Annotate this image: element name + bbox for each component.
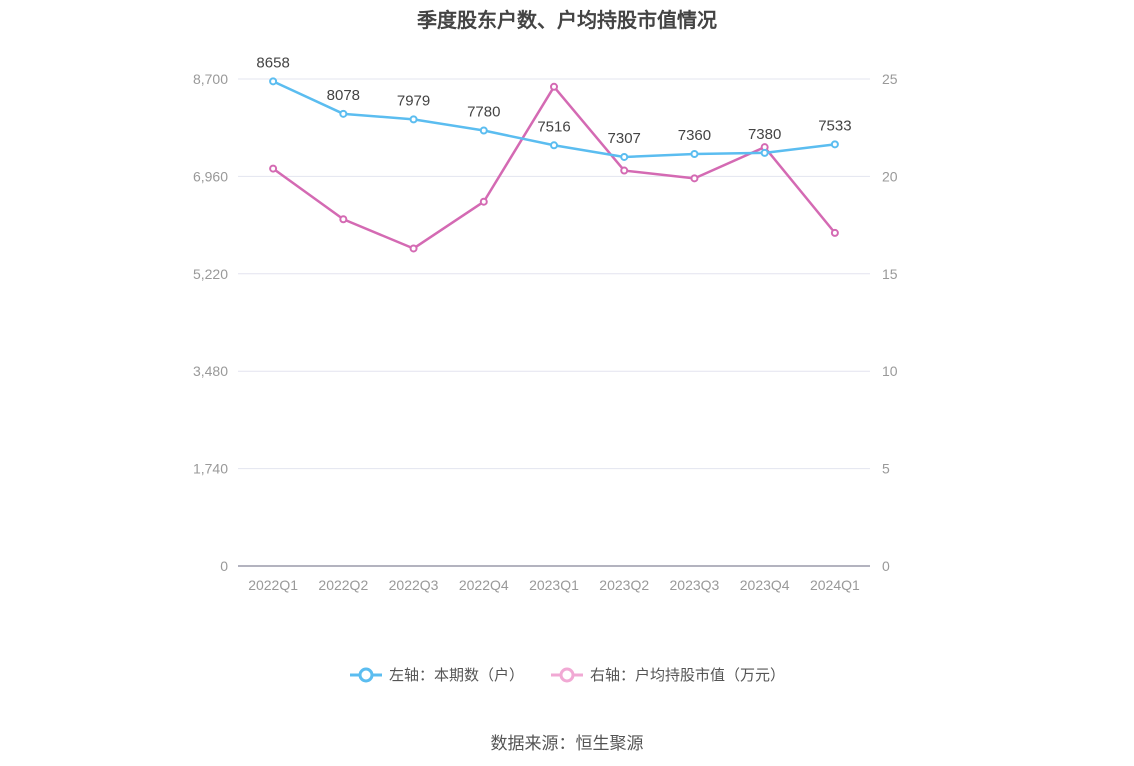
right-tick-label: 15 <box>882 266 898 282</box>
data-label: 7307 <box>608 130 641 147</box>
chart-title: 季度股东户数、户均持股市值情况 <box>417 8 717 32</box>
right-tick-label: 0 <box>882 558 890 574</box>
left-tick-label: 6,960 <box>193 168 228 184</box>
data-point <box>620 152 629 161</box>
data-point <box>550 82 558 91</box>
x-tick-label: 2023Q2 <box>599 577 649 593</box>
data-point <box>830 228 839 237</box>
data-source: 数据来源：恒生聚源 <box>490 734 644 754</box>
legend-marker-avg-value <box>551 667 583 682</box>
data-point <box>690 174 699 183</box>
legend-label-avg-value: 右轴：户均持股市值（万元） <box>590 666 786 684</box>
left-tick-label: 0 <box>220 558 228 574</box>
data-label: 7360 <box>678 127 711 144</box>
series-households: 8658 8078 7979 7780 7516 7307 7360 7380 7533 <box>256 54 852 161</box>
right-tick-label: 5 <box>882 461 890 477</box>
legend-label-households: 左轴：本期数（户） <box>388 666 524 684</box>
grid-lines <box>238 78 870 470</box>
x-tick-label: 2022Q3 <box>389 577 439 593</box>
legend-marker-households <box>349 667 382 682</box>
x-tick-label: 2023Q1 <box>529 577 579 593</box>
legend: 左轴：本期数（户） 右轴：户均持股市值（万元） <box>0 664 1134 685</box>
legend-item-avg-value[interactable]: 右轴：户均持股市值（万元） <box>550 664 785 685</box>
right-axis-ticks: 0 5 10 15 20 25 <box>882 71 898 574</box>
left-axis-ticks: 0 1,740 3,480 5,220 6,960 8,700 <box>193 71 228 574</box>
data-label: 7516 <box>537 118 570 135</box>
x-tick-label: 2024Q1 <box>810 577 860 593</box>
data-label: 7979 <box>397 92 430 109</box>
series-line <box>272 85 836 250</box>
left-tick-label: 3,480 <box>193 363 228 379</box>
series-avg-value <box>269 82 839 253</box>
left-tick-label: 8,700 <box>193 71 228 87</box>
data-point <box>620 166 629 175</box>
left-tick-label: 1,740 <box>193 461 228 477</box>
left-tick-label: 5,220 <box>193 266 228 282</box>
data-label: 8078 <box>327 87 360 104</box>
right-tick-label: 25 <box>882 71 898 87</box>
data-label: 7380 <box>748 126 781 143</box>
data-point <box>269 164 278 173</box>
data-point <box>690 150 699 159</box>
data-point <box>830 140 839 149</box>
x-tick-label: 2022Q4 <box>459 577 509 593</box>
data-label: 8658 <box>256 54 289 71</box>
x-tick-label: 2023Q4 <box>740 577 790 593</box>
series-layer: 8658 8078 7979 7780 7516 7307 7360 7380 7533 <box>256 54 852 253</box>
data-point <box>339 109 348 118</box>
data-point <box>409 244 418 253</box>
data-point <box>479 197 488 206</box>
data-label: 7533 <box>818 117 851 134</box>
data-point <box>339 215 348 224</box>
data-point <box>409 115 418 124</box>
x-tick-label: 2022Q1 <box>248 577 298 593</box>
chart-canvas: 0 1,740 3,480 5,220 6,960 8,700 0 5 10 15 20 25 20… <box>193 54 898 593</box>
data-label: 7780 <box>467 103 500 120</box>
legend-item-households[interactable]: 左轴：本期数（户） <box>349 664 524 685</box>
x-tick-label: 2023Q3 <box>670 577 720 593</box>
data-point <box>550 141 558 150</box>
data-point <box>269 77 278 86</box>
right-tick-label: 10 <box>882 363 898 379</box>
data-point <box>479 126 488 135</box>
data-point <box>760 148 769 157</box>
x-tick-label: 2022Q2 <box>318 577 368 593</box>
x-axis-ticks: 2022Q1 2022Q2 2022Q3 2022Q4 2023Q1 2023Q2 2023… <box>248 577 860 593</box>
right-tick-label: 20 <box>882 168 898 184</box>
